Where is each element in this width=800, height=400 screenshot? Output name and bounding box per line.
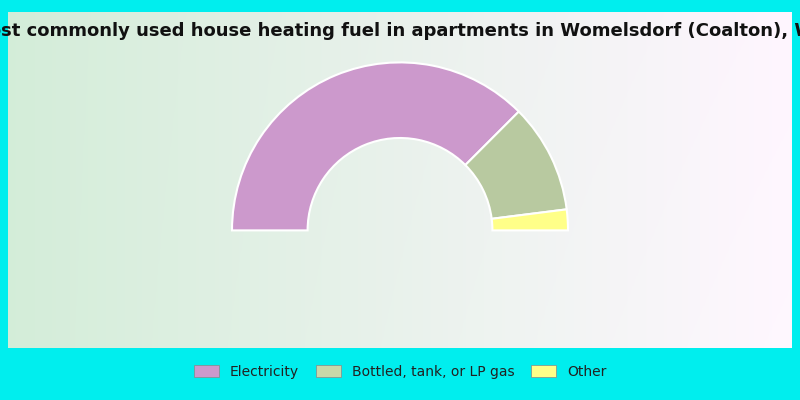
- Wedge shape: [466, 112, 566, 219]
- Legend: Electricity, Bottled, tank, or LP gas, Other: Electricity, Bottled, tank, or LP gas, O…: [188, 360, 612, 384]
- Text: Most commonly used house heating fuel in apartments in Womelsdorf (Coalton), WV: Most commonly used house heating fuel in…: [0, 22, 800, 40]
- Wedge shape: [232, 62, 518, 230]
- Wedge shape: [492, 209, 568, 230]
